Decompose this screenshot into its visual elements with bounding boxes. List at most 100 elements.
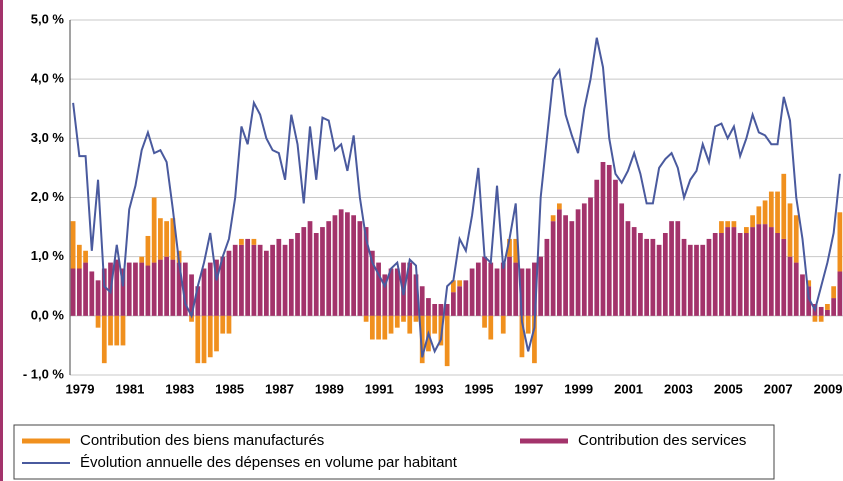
x-tick-label: 1989: [315, 381, 344, 396]
bar: [164, 221, 169, 257]
bar: [345, 212, 350, 316]
bar: [507, 256, 512, 316]
x-tick-label: 1999: [564, 381, 593, 396]
bar: [226, 250, 232, 316]
bar: [831, 298, 837, 316]
bar: [781, 173, 787, 239]
bar: [176, 262, 182, 316]
x-tick-label: 1983: [165, 381, 194, 396]
bar: [101, 315, 107, 364]
x-tick-label: 2001: [614, 381, 643, 396]
x-tick-label: 1997: [514, 381, 543, 396]
bar: [818, 315, 824, 322]
bar: [413, 274, 419, 316]
bar: [407, 315, 413, 334]
bar: [500, 315, 506, 334]
bar: [500, 262, 506, 316]
bar: [812, 315, 818, 322]
bar: [120, 268, 126, 316]
bar: [750, 227, 755, 316]
bar: [494, 268, 500, 316]
bar: [89, 271, 95, 316]
bar: [351, 215, 357, 316]
x-tick-label: 1991: [365, 381, 394, 396]
bar: [800, 274, 805, 316]
x-tick-label: 1981: [115, 381, 144, 396]
bar: [438, 304, 444, 316]
bar: [631, 227, 637, 316]
bar: [382, 315, 388, 340]
bar: [575, 209, 581, 316]
bar: [750, 215, 755, 228]
bar: [532, 262, 537, 316]
bar: [432, 304, 438, 316]
bar: [719, 221, 724, 233]
bar: [376, 315, 381, 340]
bar: [700, 244, 706, 316]
bar: [239, 238, 244, 245]
bar: [550, 221, 556, 316]
bar: [114, 259, 120, 316]
bar: [401, 315, 406, 322]
bar: [338, 209, 344, 316]
bar: [594, 179, 600, 316]
bar: [662, 233, 668, 316]
bar: [83, 262, 88, 316]
bar: [189, 315, 194, 322]
bar: [158, 259, 163, 316]
bar: [532, 315, 537, 364]
bar: [556, 209, 562, 316]
bar: [488, 315, 494, 340]
bar: [806, 286, 812, 316]
y-tick-label: 2,0 %: [31, 189, 65, 204]
bar: [95, 280, 101, 316]
bar: [644, 238, 650, 316]
bar: [756, 224, 762, 316]
legend-label: Contribution des biens manufacturés: [80, 432, 324, 449]
bar: [182, 262, 188, 316]
bar: [251, 238, 257, 245]
bar: [251, 244, 257, 316]
bar: [544, 238, 550, 316]
bar: [301, 227, 307, 316]
bar: [369, 315, 375, 340]
bar: [382, 274, 388, 316]
bar: [519, 268, 525, 316]
x-tick-label: 1993: [415, 381, 444, 396]
bar: [625, 221, 631, 316]
bar: [525, 268, 531, 316]
bar: [170, 218, 176, 260]
bar: [606, 164, 612, 316]
bar: [158, 218, 163, 260]
bar: [376, 262, 381, 316]
bar: [407, 262, 413, 316]
bar: [488, 262, 494, 316]
bar: [731, 227, 737, 316]
legend-box: [13, 424, 775, 480]
bar: [326, 221, 332, 316]
y-tick-label: 5,0 %: [31, 11, 65, 26]
bar: [270, 244, 275, 316]
bar: [513, 238, 519, 263]
bar: [332, 215, 338, 316]
bar: [475, 262, 481, 316]
y-tick-label: 4,0 %: [31, 71, 65, 86]
x-tick-label: 1985: [215, 381, 244, 396]
bar: [781, 238, 787, 316]
bar: [363, 315, 369, 322]
bar: [101, 268, 107, 316]
x-tick-label: 2005: [714, 381, 743, 396]
bar: [419, 286, 425, 316]
bar: [201, 268, 207, 316]
bar: [295, 233, 300, 316]
bar: [388, 315, 394, 334]
bar: [744, 233, 749, 316]
bar: [413, 315, 419, 322]
bar: [556, 203, 562, 210]
bar: [837, 212, 843, 272]
x-tick-label: 1987: [265, 381, 294, 396]
y-tick-label: 3,0 %: [31, 130, 65, 145]
bar: [357, 221, 363, 316]
bar: [394, 315, 400, 328]
